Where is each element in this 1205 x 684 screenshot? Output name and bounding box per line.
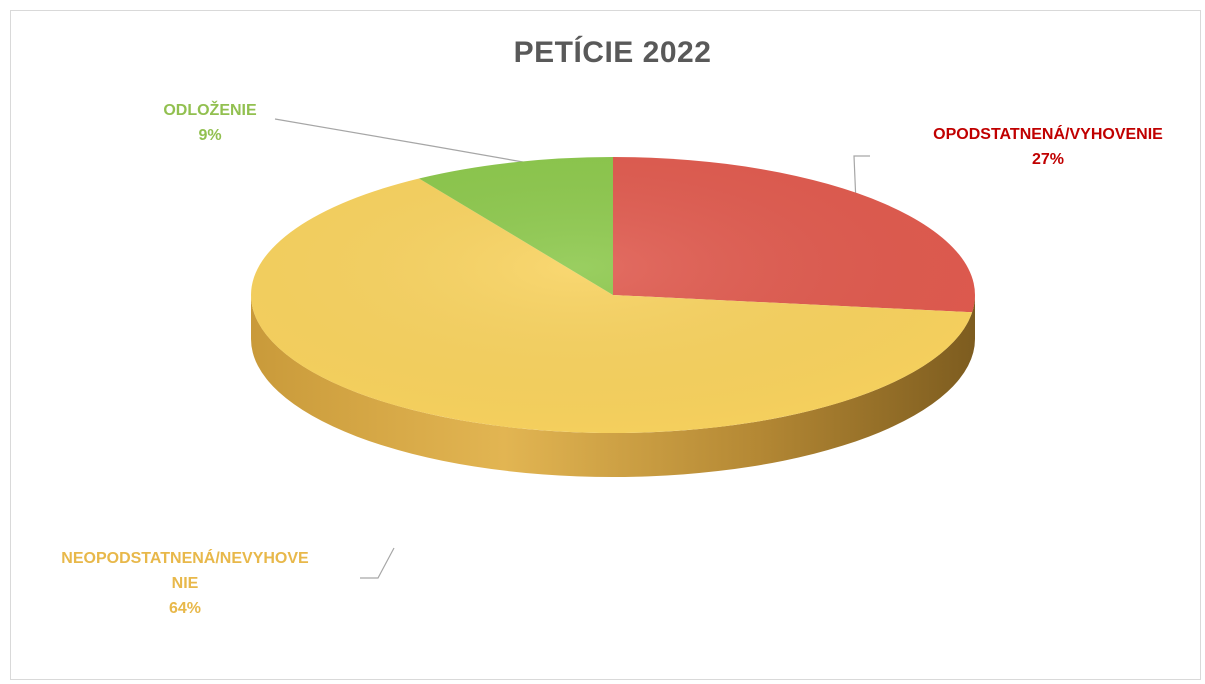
pie-side-band <box>251 295 975 477</box>
slice-label-text: NEOPODSTATNENÁ/NEVYHOVE <box>61 550 309 567</box>
leader-line-1 <box>360 547 395 579</box>
pie-sides <box>251 295 975 477</box>
pie-top-shading <box>251 157 975 433</box>
slice-value-text: 9% <box>198 127 222 144</box>
leader-line-0 <box>853 155 870 204</box>
chart-title: PETÍCIE 2022 <box>513 36 712 69</box>
slice-label-0: OPODSTATNENÁ/VYHOVENIE 27% <box>888 122 1205 172</box>
pie-tops <box>251 157 975 433</box>
slice-label-1: NEOPODSTATNENÁ/NEVYHOVE NIE 64% <box>10 546 360 621</box>
slice-value-text: 64% <box>168 600 202 617</box>
slice-label-2: ODLOŽENIE 9% <box>130 98 290 148</box>
slice-label-text: ODLOŽENIE <box>163 102 257 119</box>
slice-value-text: 27% <box>1031 151 1065 168</box>
slice-label-text: OPODSTATNENÁ/VYHOVENIE <box>933 126 1163 143</box>
leader-line-2 <box>274 118 524 163</box>
slice-label-text: NIE <box>171 575 199 592</box>
leader-lines <box>274 118 870 579</box>
